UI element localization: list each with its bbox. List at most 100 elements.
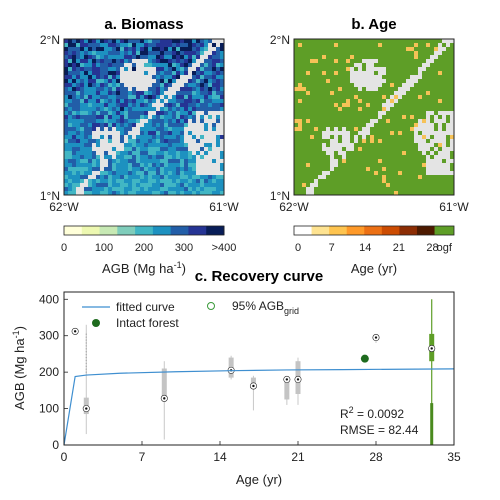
age-pixel	[386, 43, 390, 47]
biomass-pixel	[100, 179, 104, 183]
biomass-pixel	[100, 71, 104, 75]
biomass-pixel	[84, 79, 88, 83]
age-pixel	[338, 107, 342, 111]
age-pixel	[446, 191, 450, 195]
biomass-pixel	[132, 167, 136, 171]
age-pixel	[362, 119, 366, 123]
age-pixel	[322, 127, 326, 131]
age-pixel	[382, 131, 386, 135]
age-pixel	[358, 163, 362, 167]
biomass-pixel	[164, 111, 168, 115]
biomass-pixel	[160, 111, 164, 115]
age-pixel	[298, 167, 302, 171]
biomass-pixel	[76, 63, 80, 67]
age-pixel	[322, 119, 326, 123]
biomass-pixel	[120, 187, 124, 191]
biomass-pixel	[168, 115, 172, 119]
age-pixel	[382, 151, 386, 155]
biomass-pixel	[92, 167, 96, 171]
biomass-pixel	[68, 43, 72, 47]
age-pixel	[366, 163, 370, 167]
biomass-colorbar-label-end: )	[182, 261, 186, 276]
age-pixel	[374, 127, 378, 131]
age-pixel	[398, 135, 402, 139]
biomass-pixel	[220, 107, 224, 111]
age-pixel	[442, 103, 446, 107]
biomass-pixel	[84, 115, 88, 119]
biomass-pixel	[144, 39, 148, 43]
biomass-pixel	[144, 71, 148, 75]
biomass-pixel	[136, 147, 140, 151]
age-pixel	[450, 91, 454, 95]
biomass-pixel	[152, 179, 156, 183]
biomass-pixel	[88, 191, 92, 195]
biomass-pixel	[164, 79, 168, 83]
biomass-pixel	[108, 183, 112, 187]
biomass-pixel	[88, 183, 92, 187]
age-pixel	[374, 111, 378, 115]
age-pixel	[330, 183, 334, 187]
age-pixel	[410, 175, 414, 179]
biomass-pixel	[92, 63, 96, 67]
age-pixel	[322, 115, 326, 119]
biomass-pixel	[68, 191, 72, 195]
biomass-pixel	[164, 63, 168, 67]
age-pixel	[426, 51, 430, 55]
age-pixel	[334, 83, 338, 87]
recovery-curve-plot	[63, 299, 455, 446]
age-pixel	[338, 127, 342, 131]
age-pixel	[294, 59, 298, 63]
age-pixel	[306, 51, 310, 55]
age-pixel	[294, 95, 298, 99]
age-pixel	[382, 91, 386, 95]
biomass-pixel	[148, 127, 152, 131]
age-pixel	[378, 95, 382, 99]
biomass-pixel	[184, 191, 188, 195]
biomass-pixel	[168, 163, 172, 167]
age-pixel	[326, 167, 330, 171]
biomass-pixel	[180, 95, 184, 99]
age-pixel	[402, 127, 406, 131]
biomass-pixel	[200, 71, 204, 75]
age-pixel	[350, 191, 354, 195]
biomass-pixel	[128, 183, 132, 187]
age-pixel	[342, 87, 346, 91]
biomass-pixel	[168, 67, 172, 71]
age-pixel	[434, 95, 438, 99]
biomass-pixel	[92, 123, 96, 127]
biomass-pixel	[92, 159, 96, 163]
age-pixel	[390, 171, 394, 175]
biomass-pixel	[184, 63, 188, 67]
biomass-pixel	[172, 75, 176, 79]
age-pixel	[366, 187, 370, 191]
age-pixel	[394, 67, 398, 71]
age-pixel	[306, 99, 310, 103]
biomass-pixel	[104, 91, 108, 95]
age-pixel	[414, 83, 418, 87]
biomass-pixel	[156, 179, 160, 183]
biomass-pixel	[64, 151, 68, 155]
age-pixel	[394, 183, 398, 187]
biomass-pixel	[68, 55, 72, 59]
biomass-pixel	[100, 67, 104, 71]
biomass-pixel	[164, 87, 168, 91]
biomass-pixel	[148, 175, 152, 179]
biomass-pixel	[220, 155, 224, 159]
biomass-pixel	[76, 95, 80, 99]
age-colorbar-frame	[293, 225, 455, 236]
age-pixel	[430, 179, 434, 183]
age-pixel	[410, 187, 414, 191]
biomass-pixel	[132, 55, 136, 59]
biomass-pixel	[176, 179, 180, 183]
age-pixel	[442, 175, 446, 179]
age-pixel	[430, 39, 434, 43]
age-pixel	[402, 151, 406, 155]
biomass-pixel	[160, 59, 164, 63]
biomass-pixel	[64, 51, 68, 55]
biomass-pixel	[204, 127, 208, 131]
age-pixel	[358, 111, 362, 115]
age-pixel	[330, 111, 334, 115]
biomass-pixel	[208, 175, 212, 179]
biomass-pixel	[184, 119, 188, 123]
biomass-pixel	[152, 167, 156, 171]
